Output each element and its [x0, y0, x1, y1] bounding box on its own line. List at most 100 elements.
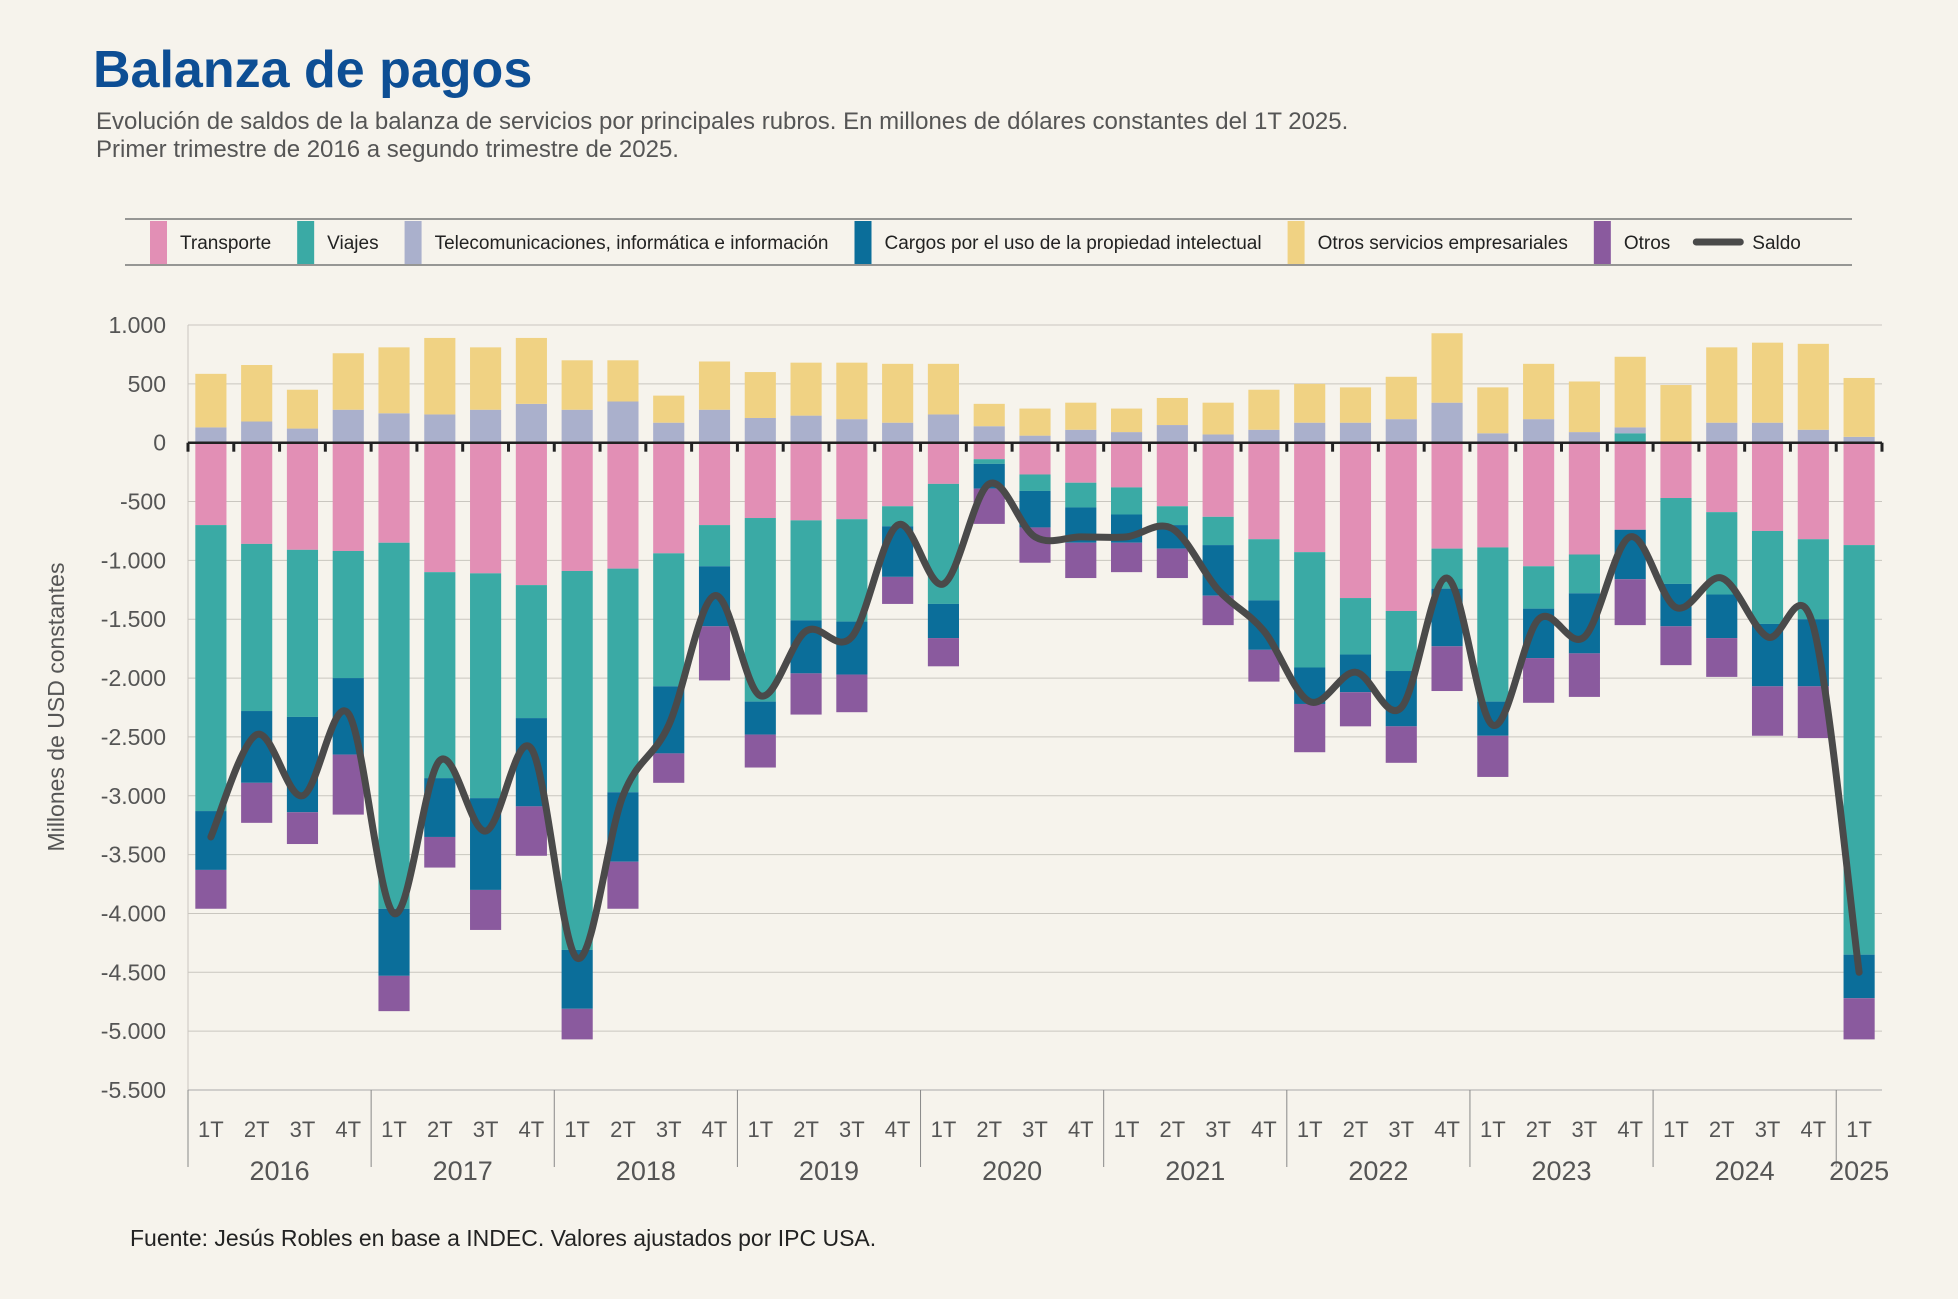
bar-segment	[744, 417, 776, 443]
bar-segment	[1294, 383, 1326, 423]
y-tick-label: -1.000	[101, 547, 166, 573]
x-tick-label: 3T	[1388, 1117, 1414, 1142]
bar-segment	[195, 869, 227, 909]
bar-segment	[653, 395, 685, 423]
year-label: 2020	[982, 1156, 1042, 1186]
bar-segment	[882, 422, 914, 443]
y-tick-label: 0	[153, 430, 166, 456]
bar-segment	[1523, 658, 1555, 703]
bar-segment	[836, 621, 868, 675]
bar-segment	[744, 734, 776, 768]
bar-segment	[286, 428, 319, 443]
bar-segment	[1385, 419, 1417, 443]
y-tick-label: -3.500	[101, 842, 166, 868]
bar-segment	[561, 409, 593, 443]
bar-segment	[744, 372, 776, 418]
bar-segment	[927, 363, 959, 415]
bar-segment	[1614, 427, 1646, 434]
bar-segment	[1431, 442, 1463, 549]
bar-segment	[790, 362, 822, 416]
bar-segment	[286, 549, 319, 717]
bar-segment	[1706, 638, 1738, 677]
bar-segment	[1523, 419, 1555, 443]
legend-swatch	[150, 221, 167, 264]
bar-segment	[1156, 425, 1188, 443]
bar-segment	[195, 442, 227, 526]
legend-swatch	[297, 221, 315, 264]
x-tick-label: 3T	[656, 1117, 682, 1142]
x-tick-label: 3T	[1572, 1117, 1598, 1142]
bar-segment	[836, 442, 868, 520]
source: Fuente: Jesús Robles en base a INDEC. Va…	[130, 1225, 876, 1251]
bar-segment	[1248, 389, 1280, 430]
bar-segment	[1568, 432, 1600, 443]
bar-segment	[378, 413, 410, 443]
bar-segment	[1065, 482, 1097, 508]
x-tick-label: 1T	[1297, 1117, 1323, 1142]
bar-segment	[195, 525, 227, 812]
bar-segment	[1751, 530, 1784, 624]
bar-segment	[1294, 442, 1326, 553]
bar-segment	[470, 573, 502, 799]
bar-segment	[927, 638, 959, 667]
bar-segment	[332, 409, 364, 443]
x-tick-label: 4T	[1251, 1117, 1277, 1142]
bar-segment	[1843, 442, 1875, 546]
bar-segment	[378, 542, 410, 909]
bar-segment	[1065, 402, 1097, 430]
bar-segment	[1339, 692, 1372, 727]
bar-segment	[1111, 432, 1143, 443]
x-tick-label: 1T	[931, 1117, 957, 1142]
bar-segment	[882, 442, 914, 507]
x-tick-label: 2T	[1343, 1117, 1369, 1142]
bar-segment	[1614, 579, 1646, 626]
x-tick-label: 4T	[335, 1117, 361, 1142]
bar-segment	[1751, 686, 1784, 736]
bar-segment	[653, 553, 685, 687]
bar-segment	[561, 360, 593, 410]
bar-segment	[1568, 442, 1600, 555]
y-tick-label: -3.000	[101, 783, 166, 809]
bar-segment	[790, 673, 822, 715]
bar-segment	[1843, 998, 1875, 1040]
bar-segment	[1156, 397, 1188, 426]
bar-segment	[286, 389, 319, 429]
bar-segment	[1294, 703, 1326, 753]
bar-segment	[1477, 547, 1509, 702]
bar-segment	[241, 543, 273, 712]
x-tick-label: 2T	[244, 1117, 270, 1142]
legend-label: Telecomunicaciones, informática e inform…	[435, 233, 829, 254]
x-tick-label: 4T	[885, 1117, 911, 1142]
bar-segment	[332, 442, 364, 551]
bar-segment	[1202, 516, 1234, 546]
bar-segment	[882, 506, 914, 527]
bar-segment	[286, 442, 319, 550]
bar-segment	[378, 442, 410, 543]
x-tick-label: 1T	[564, 1117, 590, 1142]
bar-segment	[241, 421, 273, 443]
bar-segment	[1614, 442, 1646, 530]
bar-segment	[470, 409, 502, 443]
bar-segment	[882, 576, 914, 604]
bar-segment	[424, 836, 456, 868]
bar-segment	[1797, 429, 1829, 443]
bar-segment	[973, 459, 1005, 464]
bar-segment	[790, 520, 822, 621]
year-label: 2019	[799, 1156, 859, 1186]
bar-segment	[1339, 442, 1372, 599]
bar-segment	[1477, 442, 1509, 548]
bar-segment	[836, 674, 868, 713]
bar-segment	[1568, 554, 1600, 594]
bar-segment	[1385, 442, 1417, 611]
bar-segment	[1111, 487, 1143, 515]
bar-segment	[1019, 408, 1051, 436]
bar-segment	[1568, 653, 1600, 697]
bar-segment	[1706, 347, 1738, 423]
bar-segment	[1294, 422, 1326, 443]
bar-segment	[332, 550, 364, 679]
bar-segment	[515, 585, 547, 719]
x-tick-label: 2T	[976, 1117, 1002, 1142]
bar-segment	[1294, 552, 1326, 668]
bar-segment	[790, 415, 822, 443]
